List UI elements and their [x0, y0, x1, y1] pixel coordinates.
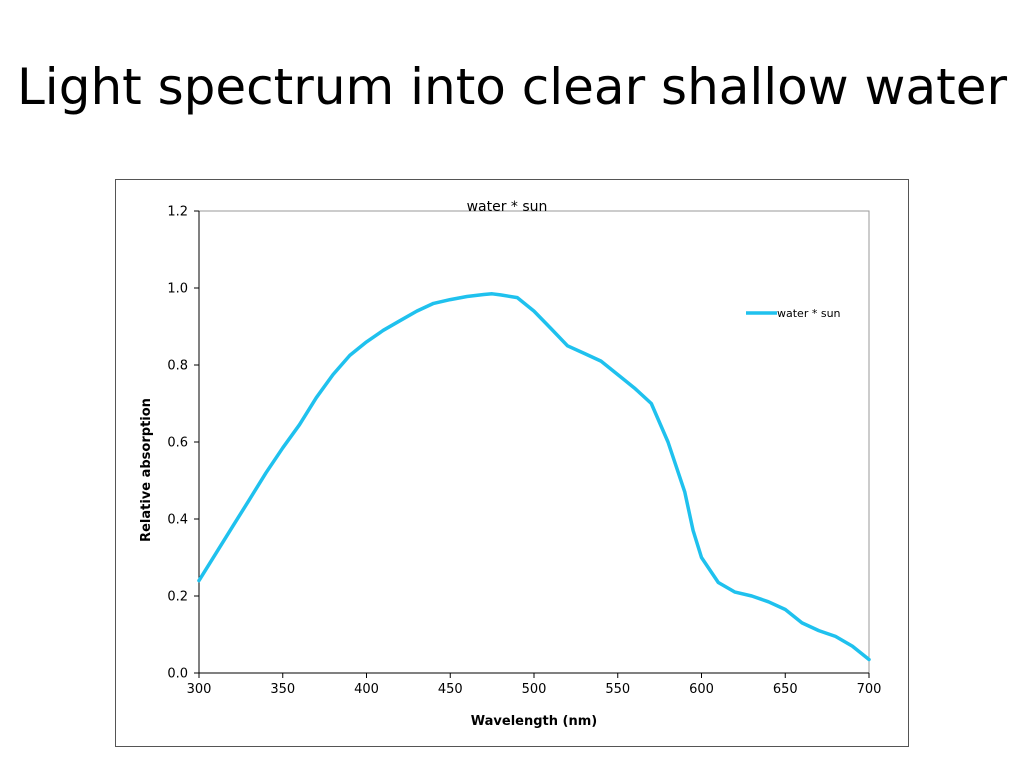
y-axis-title: Relative absorption: [139, 398, 154, 542]
y-tick-label: 1.0: [167, 282, 188, 297]
chart-frame: 300 350 400 450 500 550 600 650 700 0.0 0.2 0.4 0.6…: [115, 179, 909, 747]
legend-label: water * sun: [777, 307, 841, 320]
x-axis-ticks: 300 350 400 450 500 550 600 650 700: [187, 673, 882, 697]
x-tick-label: 400: [354, 682, 379, 697]
legend: water * sun: [746, 307, 841, 320]
x-axis-title: Wavelength (nm): [471, 714, 597, 729]
slide-title: Light spectrum into clear shallow water: [16, 58, 1008, 116]
x-tick-label: 550: [605, 682, 630, 697]
y-tick-label: 0.0: [167, 667, 188, 682]
x-tick-label: 300: [187, 682, 212, 697]
line-chart: 300 350 400 450 500 550 600 650 700 0.0 0.2 0.4 0.6…: [139, 199, 882, 729]
x-tick-label: 350: [270, 682, 295, 697]
y-tick-label: 0.8: [167, 359, 188, 374]
y-tick-label: 0.4: [167, 513, 188, 528]
x-tick-label: 500: [522, 682, 547, 697]
y-tick-label: 0.6: [167, 436, 188, 451]
y-axis-ticks: 0.0 0.2 0.4 0.6 0.8 1.0 1.2: [167, 205, 199, 682]
x-tick-label: 700: [857, 682, 882, 697]
y-tick-label: 0.2: [167, 590, 188, 605]
x-tick-label: 450: [438, 682, 463, 697]
series-line-water-sun: [197, 292, 871, 662]
y-tick-label: 1.2: [167, 205, 188, 220]
x-tick-label: 650: [773, 682, 798, 697]
chart-title: water * sun: [467, 199, 548, 215]
x-tick-label: 600: [689, 682, 714, 697]
